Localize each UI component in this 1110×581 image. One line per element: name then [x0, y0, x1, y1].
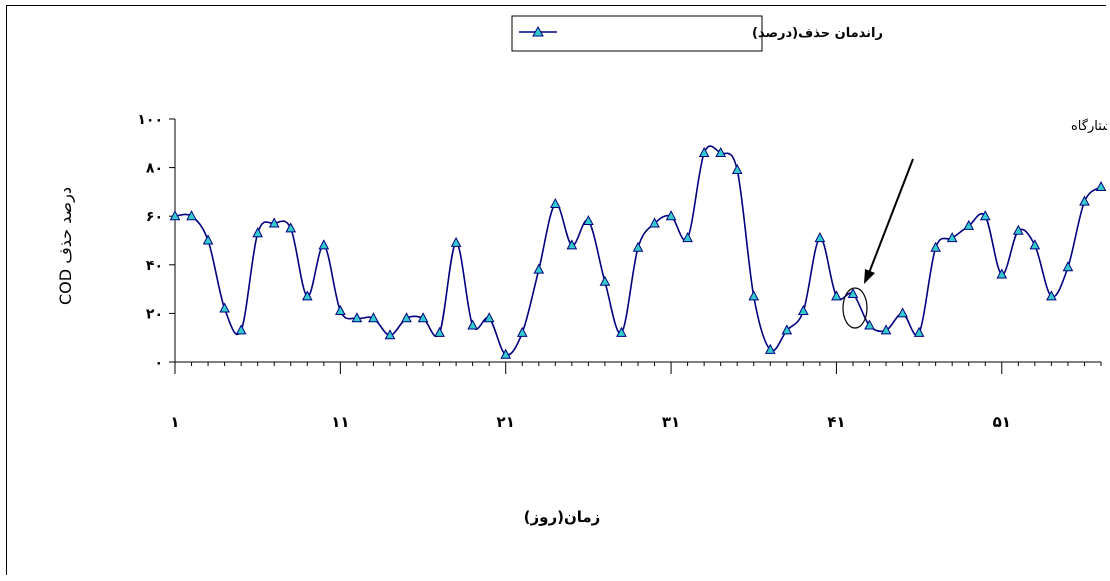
data-point-marker [219, 302, 230, 313]
legend-box [511, 15, 763, 52]
data-point-marker [318, 239, 330, 250]
data-point-marker [897, 307, 908, 318]
data-point-marker [566, 239, 578, 250]
data-point-marker [764, 343, 776, 354]
data-point-marker [285, 222, 297, 233]
axes [174, 119, 1101, 363]
x-tick-label: ۲۱ [497, 413, 515, 431]
data-point-marker [202, 234, 214, 245]
data-point-marker [913, 326, 925, 337]
data-point-marker [996, 268, 1008, 279]
annotation: تلقیح سیستم با لجن کشتارگاه [842, 118, 1110, 329]
data-point-marker [335, 304, 346, 315]
data-point-marker [979, 210, 991, 221]
data-point-marker [715, 146, 727, 158]
data-point-marker [549, 197, 561, 209]
data-point-marker [599, 275, 611, 286]
data-point-marker [268, 217, 280, 228]
data-point-marker [665, 210, 677, 221]
y-tick-label: ۰ [154, 355, 163, 371]
x-axis-ticks: ۱ ۱۱ ۲۱ ۳۱ ۴۱ ۵۱ [170, 362, 1102, 431]
data-point-marker [384, 329, 396, 340]
data-point-marker [1095, 180, 1107, 192]
series-line [174, 145, 1102, 356]
data-point-marker [798, 304, 809, 315]
y-tick-label: ۸۰ [146, 161, 163, 177]
annotation-arrowhead [864, 269, 875, 284]
data-point-marker [301, 290, 313, 301]
data-point-marker [583, 214, 594, 226]
data-point-marker [533, 263, 545, 274]
legend-label: راندمان حذف(درصد) [752, 26, 883, 41]
data-point-marker [930, 241, 941, 252]
y-tick-label: ۱۰۰ [137, 112, 163, 128]
data-point-marker [963, 219, 975, 230]
x-axis-label: زمان(روز) [524, 508, 601, 526]
data-point-marker [351, 312, 363, 323]
annotation-highlight-circle [842, 287, 868, 329]
data-point-marker [781, 324, 793, 335]
data-point-marker [1046, 290, 1057, 301]
data-point-marker [814, 232, 826, 243]
series-line-group [174, 145, 1102, 356]
data-point-marker [649, 217, 660, 228]
data-point-marker [682, 232, 693, 243]
series-markers [169, 146, 1107, 359]
legend: راندمان حذف(درصد) [511, 15, 883, 52]
data-point-marker [235, 324, 247, 335]
data-point-marker [169, 210, 181, 221]
data-point-marker [252, 227, 264, 238]
y-tick-label: ۶۰ [146, 209, 163, 225]
data-point-marker [698, 146, 710, 158]
data-point-marker [864, 319, 875, 330]
chart-frame: راندمان حذف(درصد) ۰ ۲۰ ۴۰ ۶۰ ۸۰ ۱۰۰ ۱ ۱۱ ۲۱ ۳۱ ۴۱… [6, 5, 1110, 575]
data-point-marker [417, 312, 429, 323]
x-tick-label: ۳۱ [662, 413, 680, 431]
x-tick-label: ۱۱ [331, 413, 349, 431]
data-point-marker [946, 232, 958, 243]
data-point-marker [847, 287, 859, 298]
data-point-marker [616, 326, 627, 337]
x-tick-label: ۴۱ [827, 413, 845, 431]
data-point-marker [516, 326, 528, 337]
y-axis-label: درصد حذف COD [56, 187, 76, 305]
data-point-marker [831, 290, 842, 301]
x-tick-label: ۱ [170, 413, 179, 431]
y-tick-label: ۲۰ [146, 306, 163, 322]
data-point-marker [1029, 239, 1041, 250]
y-tick-label: ۴۰ [146, 258, 163, 274]
data-point-marker [467, 319, 478, 330]
data-point-marker [1062, 261, 1074, 272]
data-point-marker [880, 324, 892, 335]
data-point-marker [434, 326, 445, 337]
data-point-marker [1012, 224, 1024, 235]
annotation-text: تلقیح سیستم با لجن کشتارگاه [1071, 118, 1107, 134]
data-point-marker [186, 210, 197, 221]
data-point-marker [1079, 195, 1090, 206]
y-axis-ticks: ۰ ۲۰ ۴۰ ۶۰ ۸۰ ۱۰۰ [137, 112, 175, 371]
data-point-marker [632, 241, 644, 252]
data-point-marker [368, 312, 379, 323]
data-point-marker [401, 312, 412, 323]
data-point-marker [731, 163, 743, 175]
legend-marker [532, 25, 544, 37]
data-point-marker [450, 236, 462, 247]
data-point-marker [500, 348, 512, 359]
annotation-arrow [868, 158, 914, 274]
data-point-marker [483, 312, 495, 323]
data-point-marker [748, 290, 760, 301]
x-tick-label: ۵۱ [993, 413, 1011, 431]
